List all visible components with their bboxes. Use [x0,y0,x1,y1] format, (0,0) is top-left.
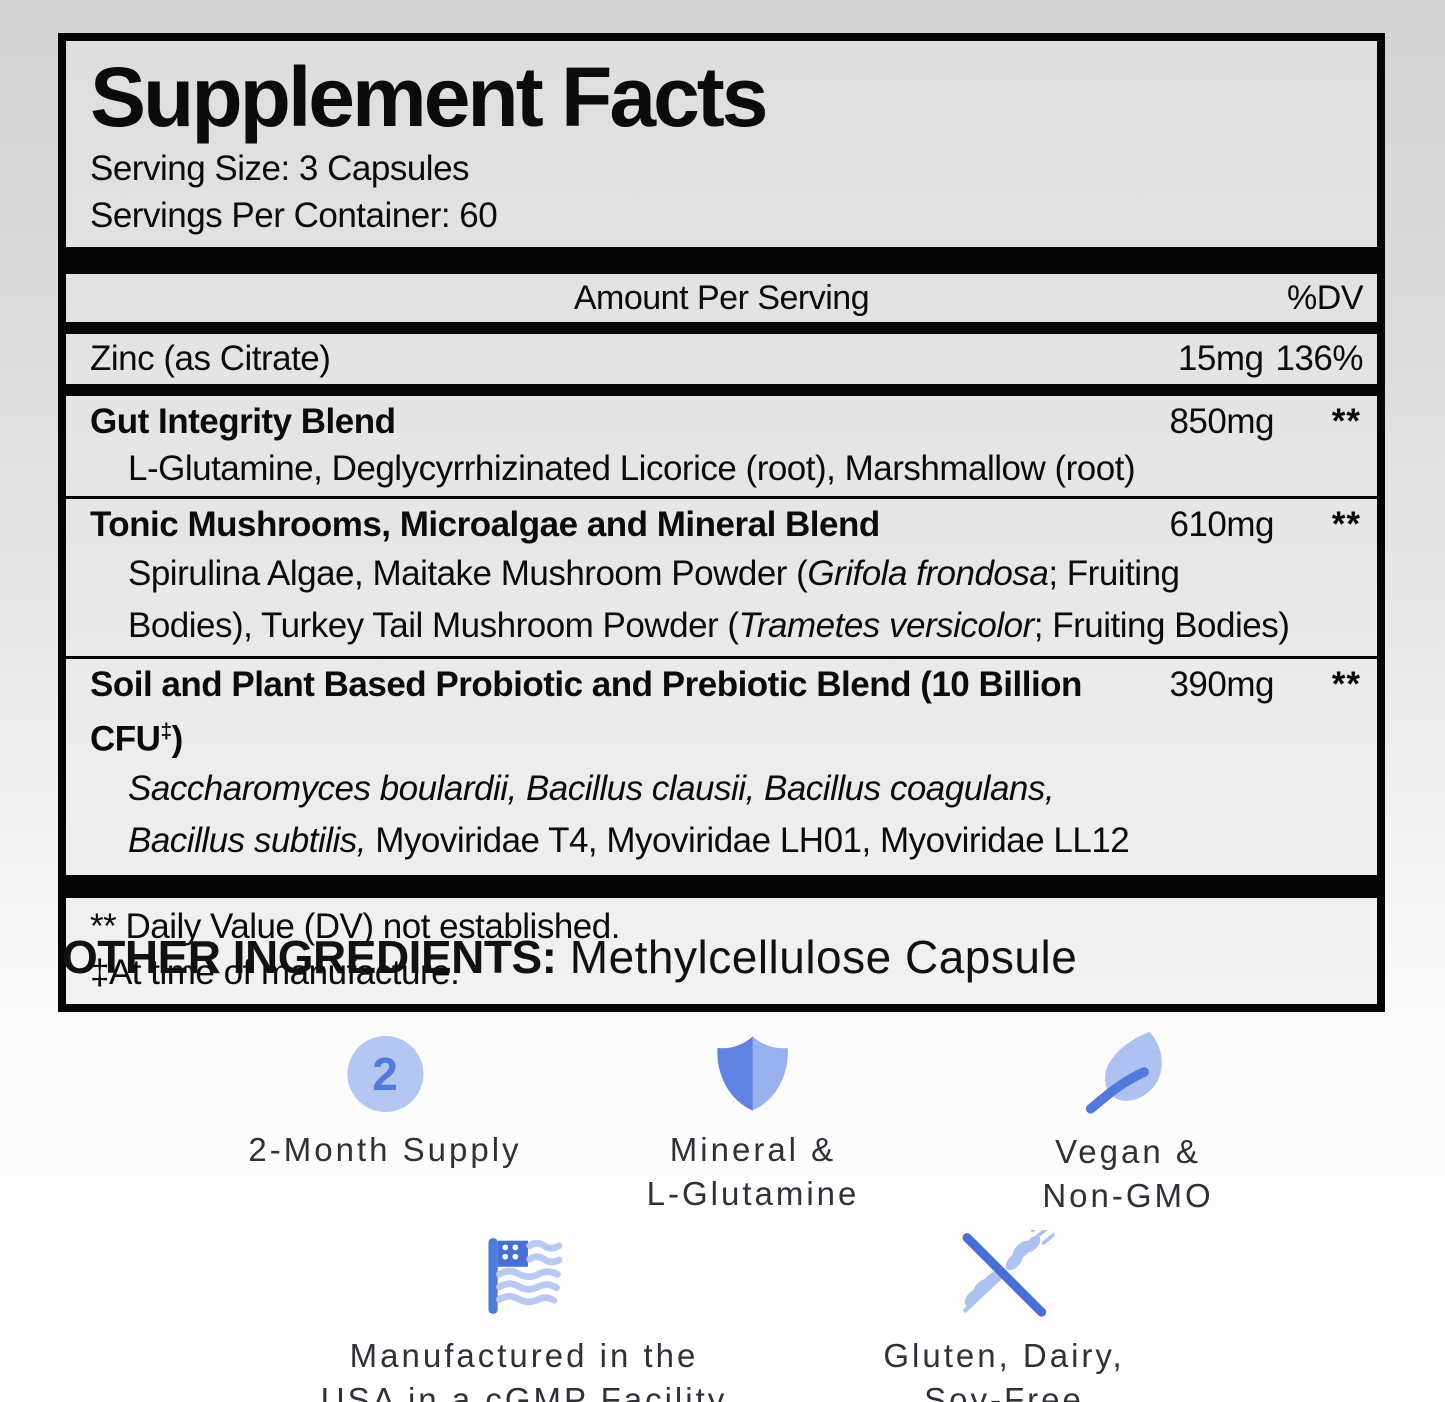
zinc-name: Zinc (as Citrate) [90,339,331,378]
mushroom-mineral-blend-row: Tonic Mushrooms, Microalgae and Mineral … [66,501,1377,652]
divider-thick-top [66,247,1377,274]
footnote-manufacture: ‡At time of manufacture. [90,952,460,992]
serving-size-line: Serving Size: 3 Capsules [90,149,470,188]
blend-name: Soil and Plant Based Probiotic and Prebi… [90,665,1082,759]
ingredient-text: ; Fruiting [1048,554,1180,593]
blend-amount: 610mg [1169,505,1274,544]
blend-name: Tonic Mushrooms, Microalgae and Mineral … [90,505,880,544]
divider-medium [66,322,1377,334]
usa-flag-icon [488,1238,563,1314]
gut-integrity-blend-row: Gut Integrity Blend 850mg ** L-Glutamine… [66,398,1377,492]
amount-per-serving-header: Amount Per Serving [573,279,870,317]
badge-label-line: Gluten, Dairy, [883,1337,1125,1374]
badge-label: 2-Month Supply [248,1128,521,1172]
badge-label-line: Mineral & [669,1131,837,1168]
blend-title-row: Gut Integrity Blend 850mg ** [66,398,1377,445]
blend-dv: ** [1331,505,1361,544]
two-circle-icon: 2 [346,1036,423,1112]
blend-amount: 390mg [1169,665,1274,704]
servings-per-container-line: Servings Per Container: 60 [90,196,498,235]
blend-ingredients: L-Glutamine, Deglycyrrhizinated Licorice… [128,449,1136,488]
blend-title-row: Soil and Plant Based Probiotic and Prebi… [66,661,1377,763]
other-ingredients-label: OTHER INGREDIENTS: [62,931,557,983]
ingredient-text: Myoviridae T4, Myoviridae LH01, Myovirid… [366,820,1130,860]
divider-medium-2 [66,384,1377,396]
divider-thick-bottom [66,874,1377,898]
zinc-values: 15mg 136% [1177,334,1364,384]
probiotic-prebiotic-blend-row: Soil and Plant Based Probiotic and Prebi… [66,661,1377,867]
leaf-icon [1085,1031,1162,1114]
badge-label: Gluten, Dairy, Soy-Free [883,1334,1124,1402]
shield-icon [717,1036,789,1111]
panel-title: Supplement Facts [90,50,768,144]
badge-label-line: Soy-Free [924,1381,1084,1402]
percent-dv-header: %DV [1287,279,1363,317]
blend-dv: ** [1331,665,1361,704]
badge-label: Manufactured in the USA in a cGMP Facili… [321,1334,728,1402]
supplement-facts-panel: Supplement Facts Serving Size: 3 Capsule… [58,33,1385,1012]
blend-ingredients-line-1: Saccharomyces boulardii, Bacillus clausi… [66,763,1377,815]
supply-count: 2 [372,1048,398,1100]
badge-label-line: Manufactured in the [349,1337,699,1374]
zinc-row: Zinc (as Citrate) 15mg 136% [66,334,1377,384]
blend-name: Gut Integrity Blend [90,402,396,441]
badge-label-line: L-Glutamine [646,1175,860,1212]
divider-thin-2 [66,656,1377,659]
badge-2-month-supply: 2 2-Month Supply [248,1036,521,1172]
zinc-amount: 15mg [1177,339,1264,378]
badge-vegan-non-gmo: Vegan & Non-GMO [1042,1030,1213,1218]
badge-made-in-usa: Manufactured in the USA in a cGMP Facili… [321,1234,728,1402]
other-ingredients-value: Methylcellulose Capsule [556,931,1078,983]
no-gluten-icon [962,1230,1054,1317]
badge-label-line: Vegan & [1055,1133,1201,1170]
blend-ingredients-line-1: Spirulina Algae, Maitake Mushroom Powder… [66,548,1377,600]
blend-dv: ** [1331,402,1361,441]
latin-name: Saccharomyces boulardii, Bacillus clausi… [128,768,1055,808]
footnote-dv: ** Daily Value (DV) not established. [90,906,620,946]
latin-name: Grifola frondosa [807,554,1049,593]
latin-name: Bacillus subtilis, [128,820,367,860]
blend-ingredients-line-2: Bodies), Turkey Tail Mushroom Powder (Tr… [66,600,1377,652]
other-ingredients-line: OTHER INGREDIENTS: Methylcellulose Capsu… [62,932,1077,983]
badge-label-line: Non-GMO [1042,1177,1214,1214]
column-header-row: Amount Per Serving %DV [66,274,1377,322]
blend-amount: 850mg [1169,402,1274,441]
divider-thin [66,496,1377,499]
dagger-mark: ‡ [160,720,172,743]
ingredient-text: Spirulina Algae, Maitake Mushroom Powder… [128,554,808,593]
ingredient-text: Bodies), Turkey Tail Mushroom Powder ( [128,606,739,645]
ingredient-text: ; Fruiting Bodies) [1033,606,1290,645]
blend-name-close: ) [171,719,184,759]
badge-mineral-l-glutamine: Mineral & L-Glutamine [647,1034,860,1216]
badge-label: Vegan & Non-GMO [1042,1130,1213,1218]
blend-ingredients-line-2: Bacillus subtilis, Myoviridae T4, Myovir… [66,815,1377,867]
badge-allergen-free: Gluten, Dairy, Soy-Free [883,1230,1124,1402]
zinc-dv: 136% [1275,339,1363,378]
blend-title-row: Tonic Mushrooms, Microalgae and Mineral … [66,501,1377,548]
latin-name: Trametes versicolor [738,606,1035,645]
badge-label: Mineral & L-Glutamine [647,1128,860,1216]
badge-label-line: USA in a cGMP Facility [320,1381,728,1402]
badge-label-line: 2-Month Supply [248,1131,522,1168]
